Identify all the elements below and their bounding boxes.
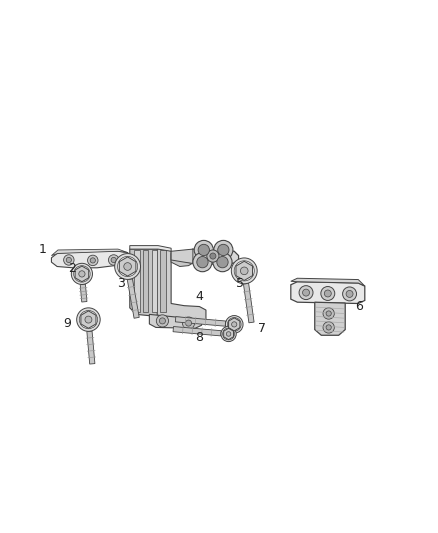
Circle shape — [109, 255, 119, 265]
Circle shape — [223, 328, 234, 340]
Circle shape — [124, 263, 131, 270]
Circle shape — [111, 257, 116, 263]
Circle shape — [227, 318, 241, 331]
Text: 4: 4 — [195, 290, 203, 303]
Text: 1: 1 — [39, 244, 47, 256]
Circle shape — [326, 325, 331, 330]
Circle shape — [217, 256, 228, 268]
Circle shape — [90, 258, 95, 263]
Circle shape — [79, 271, 85, 277]
Circle shape — [117, 256, 138, 277]
Circle shape — [79, 310, 98, 329]
Circle shape — [323, 308, 334, 319]
Text: 8: 8 — [195, 330, 203, 343]
Circle shape — [71, 263, 92, 285]
Polygon shape — [184, 249, 239, 264]
Polygon shape — [119, 257, 136, 276]
Circle shape — [232, 322, 237, 327]
Circle shape — [210, 253, 216, 259]
Circle shape — [74, 265, 90, 282]
Polygon shape — [315, 302, 345, 335]
Circle shape — [343, 287, 357, 301]
Text: 6: 6 — [355, 300, 363, 313]
Circle shape — [321, 287, 335, 301]
Text: 5: 5 — [236, 277, 244, 289]
Circle shape — [159, 318, 166, 324]
Circle shape — [207, 250, 219, 262]
Circle shape — [324, 290, 331, 297]
Polygon shape — [51, 251, 131, 268]
Polygon shape — [124, 256, 137, 264]
Polygon shape — [134, 250, 140, 312]
Circle shape — [299, 286, 313, 300]
Polygon shape — [173, 327, 221, 336]
Polygon shape — [175, 317, 226, 326]
Polygon shape — [171, 250, 193, 266]
Circle shape — [64, 255, 74, 265]
Polygon shape — [81, 311, 96, 328]
Circle shape — [346, 290, 353, 297]
Text: 2: 2 — [68, 262, 76, 275]
Circle shape — [326, 311, 331, 316]
Circle shape — [226, 316, 243, 333]
Circle shape — [213, 253, 232, 272]
Polygon shape — [87, 331, 95, 364]
Circle shape — [226, 332, 231, 336]
Circle shape — [77, 308, 100, 332]
Circle shape — [323, 322, 334, 333]
Circle shape — [185, 320, 191, 326]
Polygon shape — [149, 314, 201, 328]
Polygon shape — [160, 250, 166, 312]
Polygon shape — [127, 279, 139, 318]
Circle shape — [240, 267, 248, 274]
Polygon shape — [224, 328, 233, 340]
Circle shape — [221, 326, 236, 342]
Text: 9: 9 — [64, 318, 71, 330]
Circle shape — [66, 257, 71, 263]
Text: 3: 3 — [117, 277, 125, 289]
Circle shape — [156, 315, 169, 327]
Polygon shape — [291, 282, 365, 303]
Circle shape — [234, 261, 254, 281]
Circle shape — [214, 240, 233, 260]
Polygon shape — [130, 249, 158, 317]
Polygon shape — [157, 248, 206, 323]
Circle shape — [85, 316, 92, 323]
Circle shape — [303, 289, 310, 296]
Polygon shape — [229, 318, 240, 331]
Polygon shape — [143, 250, 148, 312]
Polygon shape — [244, 283, 254, 323]
Circle shape — [198, 244, 209, 256]
Circle shape — [88, 255, 98, 265]
Polygon shape — [171, 249, 193, 263]
Circle shape — [197, 256, 208, 268]
Polygon shape — [80, 284, 87, 302]
Circle shape — [115, 254, 141, 279]
Circle shape — [193, 253, 212, 272]
Circle shape — [194, 240, 213, 260]
Polygon shape — [51, 249, 127, 256]
Polygon shape — [75, 266, 88, 282]
Polygon shape — [291, 278, 365, 286]
Circle shape — [183, 317, 194, 329]
Polygon shape — [236, 261, 253, 280]
Circle shape — [218, 244, 229, 256]
Polygon shape — [152, 250, 157, 312]
Circle shape — [231, 258, 257, 284]
Text: 7: 7 — [258, 322, 266, 335]
Polygon shape — [130, 246, 171, 251]
